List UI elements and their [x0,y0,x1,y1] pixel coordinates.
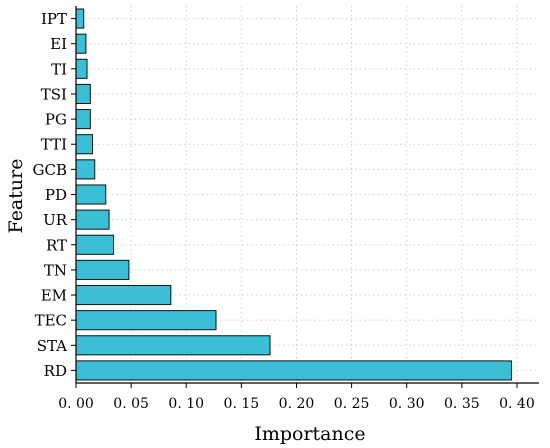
bar-ti [75,58,88,79]
bar-sta [75,335,271,356]
y-tick-label: GCB [33,161,67,179]
y-tick-label: PG [45,111,67,129]
y-tick-label: EI [50,35,67,53]
bar-ei [75,33,87,54]
bar-em [75,284,172,306]
bar-rt [75,234,114,255]
bar-tti [75,134,94,155]
bar-pg [75,109,91,130]
x-tick-label: 0. 35 [444,396,480,412]
y-tick-label: STA [37,337,67,355]
bar-gcb [75,159,96,180]
axes [71,6,539,388]
x-tick-label: 0. 30 [389,396,425,412]
x-tick-label: 0. 05 [113,396,149,412]
y-tick-label: RD [44,362,67,380]
y-axis-label: Feature [5,159,27,234]
bar-pd [75,184,107,205]
y-tick-label: TEC [35,312,67,330]
y-tick-label: IPT [41,10,67,28]
bar-ipt [75,8,85,29]
x-tick-label: 0. 10 [168,396,204,412]
y-tick-label: TI [51,60,67,78]
bar-rd [75,360,512,381]
x-tick-label: 0. 25 [334,396,370,412]
x-tick-label: 0. 40 [499,396,535,412]
y-tick-label: TSI [41,85,67,103]
x-tick-label: 0. 15 [224,396,260,412]
bar-ur [75,209,110,230]
x-tick-labels: 0. 00 0. 05 0. 10 0. 15 0. 20 0. 25 0. 30 0. 35… [58,396,535,412]
y-tick-label: TTI [41,136,67,154]
y-tick-label: PD [45,186,67,204]
y-tick-labels: IPT EI TI TSI PG TTI GCB PD UR RT TN EM TEC STA RD [33,10,68,380]
bar-tsi [75,83,91,105]
x-axis-label: Importance [254,423,365,445]
bar-tec [75,310,217,331]
y-tick-label: RT [46,236,67,254]
x-tick-label: 0. 00 [58,396,94,412]
y-tick-label: EM [41,287,67,305]
y-tick-label: UR [43,211,68,229]
x-tick-label: 0. 20 [279,396,315,412]
bar-tn [75,259,130,280]
y-tick-label: TN [44,261,67,279]
